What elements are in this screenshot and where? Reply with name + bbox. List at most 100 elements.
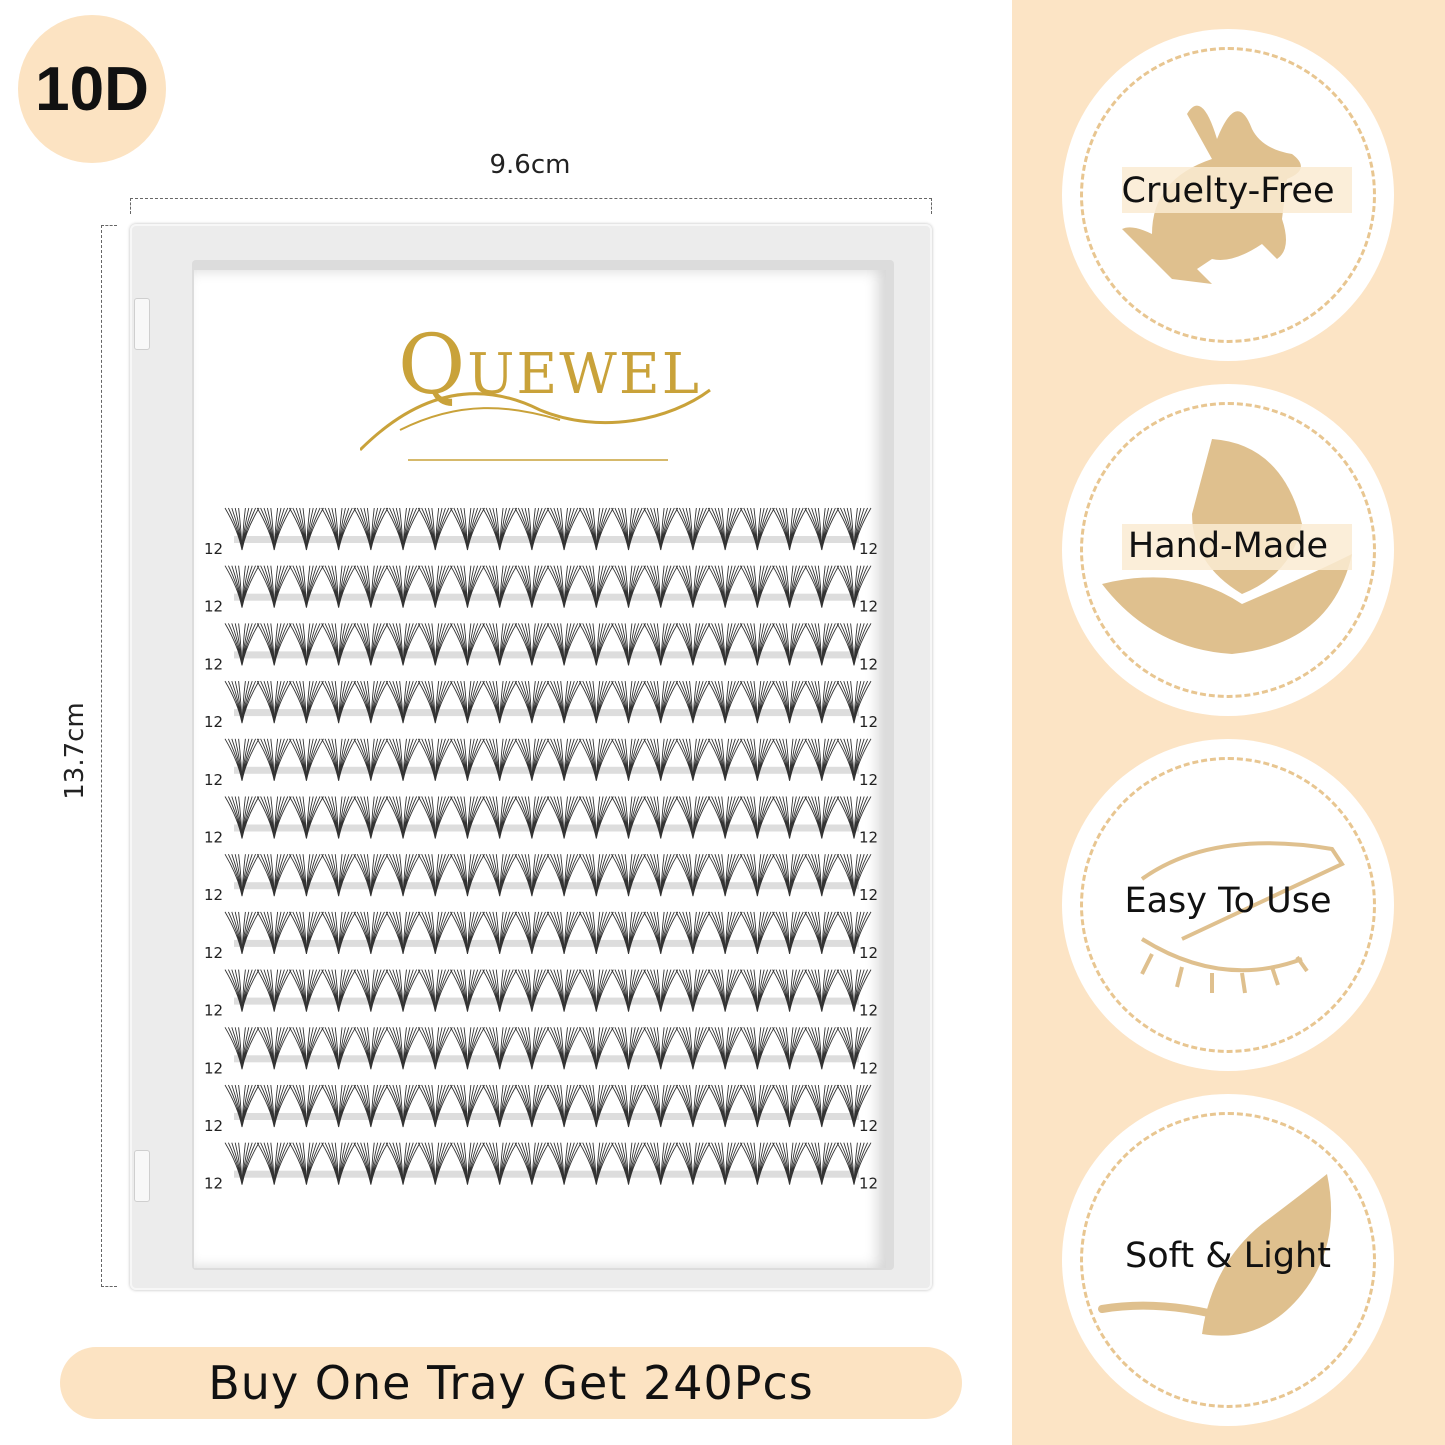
lash-row: 12 12 xyxy=(204,853,878,904)
lash-row: 12 12 xyxy=(204,1027,878,1077)
lash-cluster xyxy=(450,1142,485,1185)
lash-cluster xyxy=(450,796,485,839)
lash-cluster xyxy=(256,623,292,666)
lash-cluster xyxy=(675,623,711,666)
lash-cluster xyxy=(675,1027,711,1070)
lash-cluster xyxy=(321,1142,357,1185)
lash-cluster xyxy=(385,1084,421,1128)
lash-cluster xyxy=(224,623,260,666)
lash-cluster xyxy=(772,796,807,839)
lash-cluster xyxy=(450,623,485,666)
lash-cluster xyxy=(353,680,389,724)
lash-cluster xyxy=(482,507,518,551)
lash-cluster xyxy=(836,680,872,724)
lash-cluster xyxy=(289,738,324,781)
lash-cluster xyxy=(514,911,550,954)
lash-cluster xyxy=(353,796,389,839)
lash-cluster xyxy=(772,565,807,608)
lash-cluster xyxy=(256,969,292,1012)
lash-cluster xyxy=(546,680,582,724)
height-dimension-line xyxy=(101,225,117,1287)
lash-cluster xyxy=(578,507,614,551)
lash-cluster xyxy=(578,969,614,1012)
lash-cluster xyxy=(611,738,646,781)
lash-cluster xyxy=(611,1027,646,1070)
lash-cluster xyxy=(546,565,582,608)
lash-cluster xyxy=(514,1084,550,1128)
lash-row: 12 12 xyxy=(204,969,878,1020)
lash-cluster xyxy=(675,565,711,608)
lash-cluster xyxy=(643,507,679,551)
lash-cluster xyxy=(417,796,453,839)
lash-cluster xyxy=(611,565,646,608)
row-length-label: 12 xyxy=(204,1117,223,1135)
feather-icon xyxy=(1098,1174,1332,1336)
lash-cluster xyxy=(611,680,646,724)
lash-row: 12 12 xyxy=(204,680,878,731)
lash-row: 12 12 xyxy=(204,738,878,789)
lash-cluster xyxy=(578,1142,614,1185)
lash-cluster xyxy=(643,565,679,608)
lash-cluster xyxy=(739,969,775,1012)
row-length-label: 12 xyxy=(204,1175,223,1193)
lash-cluster xyxy=(772,738,807,781)
lash-cluster xyxy=(643,738,679,781)
lash-cluster xyxy=(739,911,775,954)
lash-cluster xyxy=(836,1027,872,1070)
lash-cluster xyxy=(578,680,614,724)
lash-cluster xyxy=(385,969,421,1012)
lash-cluster xyxy=(256,1142,292,1185)
lash-cluster xyxy=(256,738,292,781)
lash-cluster xyxy=(385,1142,421,1185)
lash-cluster xyxy=(546,1142,582,1185)
row-length-label: 12 xyxy=(859,713,878,731)
lash-row: 12 12 xyxy=(204,623,878,673)
lash-cluster xyxy=(772,623,807,666)
lash-cluster xyxy=(804,1142,840,1185)
lash-cluster xyxy=(514,796,550,839)
lash-cluster xyxy=(836,969,872,1012)
lash-cluster xyxy=(385,796,421,839)
row-length-label: 12 xyxy=(204,1002,223,1020)
tray-hinge xyxy=(134,298,150,350)
lash-cluster xyxy=(707,623,743,666)
lash-cluster xyxy=(611,1142,646,1185)
lash-cluster xyxy=(675,738,711,781)
lash-cluster xyxy=(353,565,389,608)
lash-cluster xyxy=(804,911,840,954)
lash-cluster xyxy=(707,680,743,724)
row-length-label: 12 xyxy=(859,771,878,789)
lash-row: 12 12 xyxy=(204,911,878,962)
lash-cluster xyxy=(772,911,807,954)
lash-cluster xyxy=(482,969,518,1012)
lash-cluster xyxy=(739,796,775,839)
lash-cluster xyxy=(289,565,324,608)
lash-cluster xyxy=(804,1084,840,1128)
tray-hinge xyxy=(134,1150,150,1202)
lash-cluster xyxy=(321,911,357,954)
lash-cluster xyxy=(417,969,453,1012)
lash-cluster xyxy=(643,623,679,666)
lash-cluster xyxy=(289,1084,324,1128)
lash-cluster xyxy=(289,1142,324,1185)
lash-cluster xyxy=(417,565,453,608)
lash-cluster xyxy=(804,796,840,839)
lash-cluster xyxy=(353,969,389,1012)
row-length-label: 12 xyxy=(204,1059,223,1077)
row-length-label: 12 xyxy=(204,886,223,904)
lash-cluster xyxy=(514,969,550,1012)
lash-cluster xyxy=(675,969,711,1012)
lash-cluster xyxy=(417,623,453,666)
row-length-label: 12 xyxy=(204,598,223,616)
lash-cluster xyxy=(514,623,550,666)
lash-cluster xyxy=(675,680,711,724)
lash-cluster xyxy=(836,738,872,781)
row-length-label: 12 xyxy=(859,1059,878,1077)
lash-cluster xyxy=(514,565,550,608)
lash-row: 12 12 xyxy=(204,507,878,558)
lash-cluster xyxy=(707,796,743,839)
lash-cluster xyxy=(836,1142,872,1185)
lash-cluster xyxy=(739,623,775,666)
row-length-label: 12 xyxy=(859,598,878,616)
